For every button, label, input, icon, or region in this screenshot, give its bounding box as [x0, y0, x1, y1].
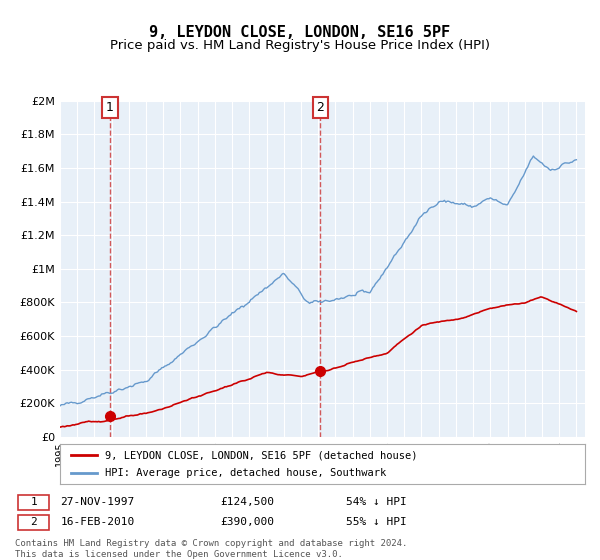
- Text: 1: 1: [31, 497, 37, 507]
- Text: 55% ↓ HPI: 55% ↓ HPI: [346, 517, 406, 528]
- Text: 16-FEB-2010: 16-FEB-2010: [61, 517, 135, 528]
- Text: Contains HM Land Registry data © Crown copyright and database right 2024.
This d: Contains HM Land Registry data © Crown c…: [15, 539, 407, 559]
- FancyBboxPatch shape: [18, 495, 49, 510]
- Text: £124,500: £124,500: [220, 497, 274, 507]
- Text: HPI: Average price, detached house, Southwark: HPI: Average price, detached house, Sout…: [104, 468, 386, 478]
- Text: Price paid vs. HM Land Registry's House Price Index (HPI): Price paid vs. HM Land Registry's House …: [110, 39, 490, 52]
- Text: 2: 2: [316, 101, 324, 114]
- Text: 9, LEYDON CLOSE, LONDON, SE16 5PF (detached house): 9, LEYDON CLOSE, LONDON, SE16 5PF (detac…: [104, 450, 417, 460]
- Text: £390,000: £390,000: [220, 517, 274, 528]
- FancyBboxPatch shape: [18, 515, 49, 530]
- Text: 1: 1: [106, 101, 114, 114]
- Text: 9, LEYDON CLOSE, LONDON, SE16 5PF: 9, LEYDON CLOSE, LONDON, SE16 5PF: [149, 25, 451, 40]
- Text: 27-NOV-1997: 27-NOV-1997: [61, 497, 135, 507]
- Text: 54% ↓ HPI: 54% ↓ HPI: [346, 497, 406, 507]
- Text: 2: 2: [31, 517, 37, 528]
